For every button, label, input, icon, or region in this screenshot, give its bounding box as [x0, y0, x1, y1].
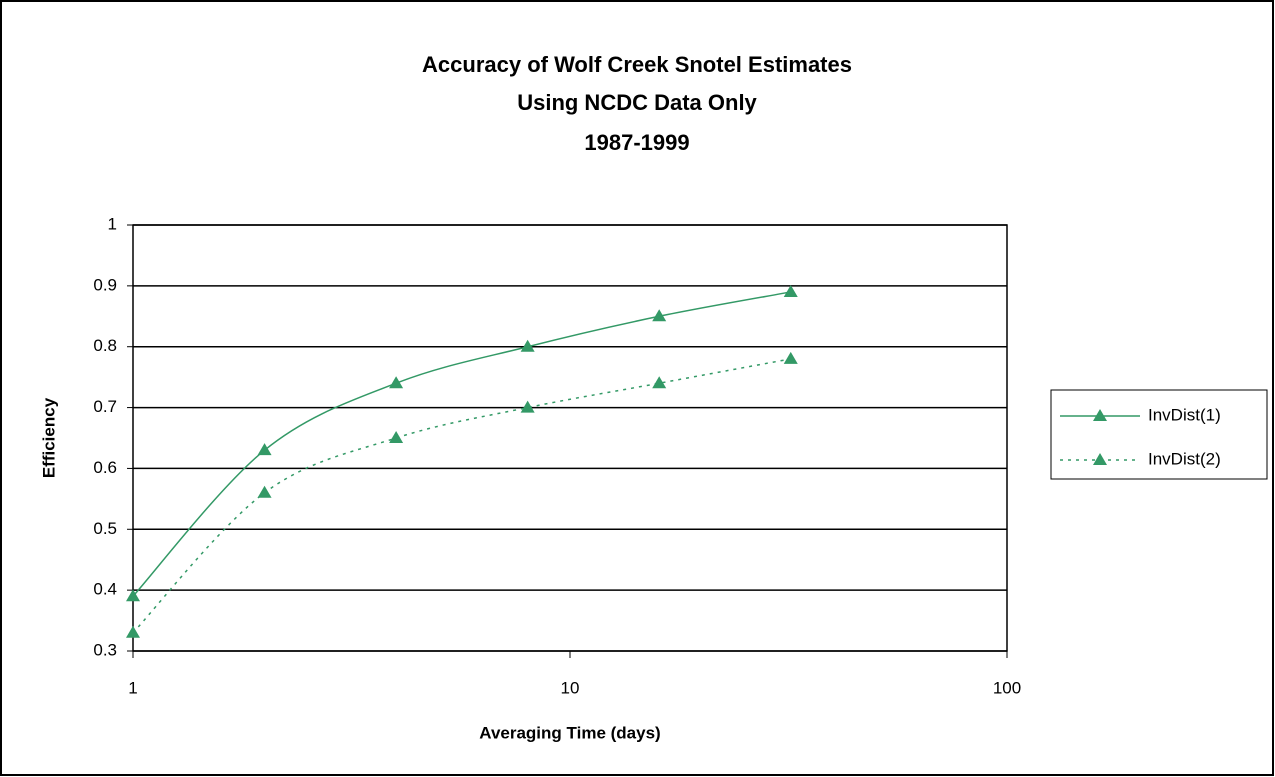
y-axis-label: Efficiency	[39, 397, 58, 478]
y-tick-label: 0.9	[93, 275, 117, 294]
point-marker	[520, 339, 535, 352]
series-line	[132, 291, 791, 597]
point-marker	[783, 284, 798, 297]
legend-box	[1050, 389, 1268, 480]
series-line	[132, 358, 791, 634]
point-marker	[783, 351, 798, 364]
y-tick-label: 0.4	[93, 580, 117, 599]
y-tick-label: 0.8	[93, 336, 117, 355]
point-marker	[257, 485, 272, 498]
y-tick-label: 0.7	[93, 397, 117, 416]
x-tick-label: 100	[993, 678, 1021, 697]
chart-title: 1987-1999	[584, 130, 689, 155]
point-marker	[652, 309, 667, 322]
chart-title: Using NCDC Data Only	[517, 90, 757, 115]
point-marker	[520, 400, 535, 413]
legend-marker	[1093, 453, 1107, 465]
y-tick-label: 0.3	[93, 640, 117, 659]
legend-label: InvDist(2)	[1148, 449, 1221, 468]
point-marker	[389, 431, 404, 443]
x-tick-label: 1	[128, 678, 137, 697]
point-marker	[389, 376, 404, 389]
point-marker	[126, 625, 140, 638]
y-tick-label: 1	[108, 214, 117, 233]
point-marker	[257, 443, 272, 456]
point-marker	[126, 589, 140, 602]
legend-label: InvDist(1)	[1148, 405, 1221, 424]
x-axis-label: Averaging Time (days)	[479, 723, 660, 742]
point-marker	[652, 376, 667, 389]
legend-marker	[1093, 409, 1107, 421]
y-tick-label: 0.5	[93, 519, 117, 538]
y-tick-label: 0.6	[93, 458, 117, 477]
plot-area	[132, 224, 1008, 652]
chart-title: Accuracy of Wolf Creek Snotel Estimates	[422, 52, 852, 77]
x-tick-label: 10	[561, 678, 580, 697]
